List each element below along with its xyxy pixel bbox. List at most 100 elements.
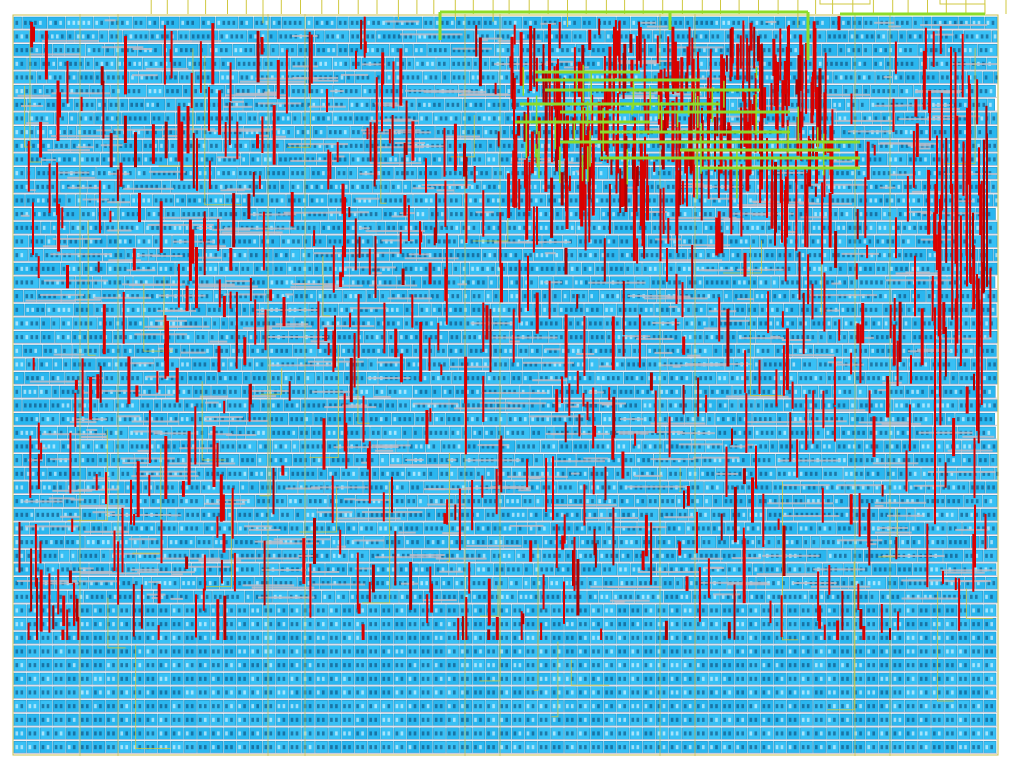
cell-pin xyxy=(457,75,461,80)
cell-pin xyxy=(984,89,988,94)
cell-pin xyxy=(900,143,904,148)
cell-pin xyxy=(238,253,242,258)
cell-pin xyxy=(477,20,481,25)
cell-pin xyxy=(707,294,710,299)
cell-pin xyxy=(769,321,773,326)
cell-pin xyxy=(904,321,908,326)
cell-pin xyxy=(66,335,70,340)
cell-pin xyxy=(419,171,422,176)
cell-pin xyxy=(948,307,951,312)
cell-pin xyxy=(892,89,895,94)
cell-pin xyxy=(74,321,78,326)
cell-pin xyxy=(409,294,412,299)
cell-pin xyxy=(132,89,136,94)
cell-pin xyxy=(569,321,572,326)
cell-pin xyxy=(185,143,188,148)
cell-pin xyxy=(633,307,637,312)
cell-pin xyxy=(82,212,85,217)
cell-pin xyxy=(918,34,922,39)
cell-pin xyxy=(41,307,44,312)
cell-pin xyxy=(686,20,689,25)
cell-pin xyxy=(64,61,67,66)
cell-pin xyxy=(260,116,263,121)
cell-pin xyxy=(270,102,273,107)
cell-pin xyxy=(992,294,996,299)
cell-pin xyxy=(317,48,320,53)
cell-pin xyxy=(399,143,403,148)
cell-pin xyxy=(524,20,527,25)
cell-pin xyxy=(489,130,493,135)
cell-pin xyxy=(506,116,510,121)
cell-pin xyxy=(933,171,937,176)
cell-pin xyxy=(229,143,232,148)
cell-pin xyxy=(434,335,438,340)
cell-pin xyxy=(378,225,381,230)
cell-pin xyxy=(620,239,624,244)
cell-pin xyxy=(260,184,263,189)
cell-pin xyxy=(144,34,148,39)
cell-pin xyxy=(353,212,357,217)
cell-pin xyxy=(528,225,531,230)
cell-pin xyxy=(671,212,675,217)
cell-pin xyxy=(877,266,880,271)
cell-pin xyxy=(396,48,400,53)
cell-pin xyxy=(760,294,764,299)
cell-pin xyxy=(932,102,935,107)
cell-pin xyxy=(224,184,228,189)
cell-pin xyxy=(366,239,370,244)
cell-pin xyxy=(428,34,431,39)
cell-pin xyxy=(764,34,767,39)
cell-pin xyxy=(89,266,93,271)
cell-pin xyxy=(470,212,473,217)
cell-pin xyxy=(370,143,374,148)
cell-pin xyxy=(982,102,986,107)
cell-pin xyxy=(534,20,537,25)
cell-pin xyxy=(383,280,387,285)
cell-pin xyxy=(264,61,268,66)
cell-pin xyxy=(127,184,130,189)
std-cell xyxy=(976,126,987,139)
cell-pin xyxy=(889,34,893,39)
cell-pin xyxy=(566,48,569,53)
cell-pin xyxy=(248,116,251,121)
cell-pin xyxy=(337,171,341,176)
cell-pin xyxy=(95,143,99,148)
cell-pin xyxy=(921,61,924,66)
cell-pin xyxy=(250,75,254,80)
cell-pin xyxy=(240,20,243,25)
cell-pin xyxy=(320,184,324,189)
cell-pin xyxy=(529,198,533,203)
cell-pin xyxy=(859,266,862,271)
cell-pin xyxy=(953,48,956,53)
cell-pin xyxy=(177,102,181,107)
std-cell xyxy=(837,262,847,275)
cell-pin xyxy=(242,280,245,285)
cell-pin xyxy=(972,102,976,107)
cell-pin xyxy=(112,75,115,80)
cell-pin xyxy=(649,266,652,271)
cell-pin xyxy=(814,307,818,312)
cell-pin xyxy=(699,212,702,217)
cell-pin xyxy=(37,171,41,176)
cell-pin xyxy=(451,294,455,299)
cell-pin xyxy=(884,321,888,326)
cell-pin xyxy=(35,266,39,271)
cell-pin xyxy=(918,171,921,176)
cell-pin xyxy=(387,34,391,39)
cell-pin xyxy=(793,75,796,80)
cell-pin xyxy=(91,157,94,162)
cell-pin xyxy=(160,321,163,326)
cell-pin xyxy=(477,130,480,135)
cell-pin xyxy=(489,143,492,148)
cell-pin xyxy=(257,321,260,326)
cell-pin xyxy=(833,34,836,39)
cell-pin xyxy=(527,89,530,94)
cell-pin xyxy=(339,198,343,203)
cell-pin xyxy=(670,198,673,203)
cell-pin xyxy=(239,294,242,299)
cell-pin xyxy=(558,198,561,203)
cell-pin xyxy=(30,75,34,80)
cell-pin xyxy=(540,253,544,258)
cell-pin xyxy=(99,239,103,244)
cell-pin xyxy=(948,20,952,25)
